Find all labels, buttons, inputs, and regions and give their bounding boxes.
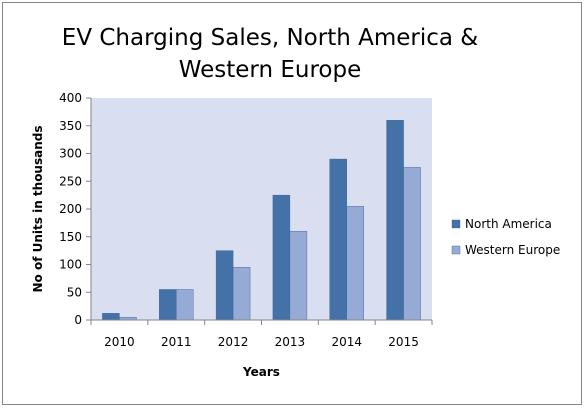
bar-western-europe-2015 <box>403 167 421 321</box>
legend-swatch <box>451 245 461 255</box>
y-tick-label: 50 <box>67 285 82 299</box>
y-tick-label: 0 <box>74 313 82 327</box>
bar-north-america-2013 <box>272 194 291 321</box>
y-tick-label: 300 <box>59 147 82 161</box>
y-tick-label: 100 <box>59 258 82 272</box>
bar-north-america-2012 <box>215 250 234 321</box>
y-tick-label: 250 <box>59 174 82 188</box>
bar-western-europe-2012 <box>232 267 251 321</box>
y-tick-label: 200 <box>59 202 82 216</box>
x-tick-label: 2013 <box>275 335 306 349</box>
x-axis-title: Years <box>242 365 280 379</box>
bar-western-europe-2011 <box>176 289 194 321</box>
x-tick-label: 2015 <box>388 335 419 349</box>
y-tick-label: 400 <box>59 91 82 105</box>
bar-north-america-2014 <box>329 158 347 321</box>
x-tick-label: 2011 <box>161 335 192 349</box>
y-tick-label: 350 <box>59 119 82 133</box>
x-tick-label: 2010 <box>104 335 135 349</box>
legend: North America Western Europe <box>451 217 560 257</box>
bar-north-america-2010 <box>102 313 120 321</box>
plot-area <box>91 98 432 320</box>
legend-label: Western Europe <box>465 243 560 257</box>
legend-label: North America <box>465 217 552 231</box>
x-tick-label: 2014 <box>331 335 362 349</box>
legend-swatch <box>451 219 461 229</box>
bar-western-europe-2013 <box>289 230 308 321</box>
bar-western-europe-2014 <box>346 206 364 321</box>
chart-title: EV Charging Sales, North America & Weste… <box>61 25 479 83</box>
x-tick-label: 2012 <box>218 335 249 349</box>
y-tick-label: 150 <box>59 230 82 244</box>
y-axis-title: No of Units in thousands <box>31 126 45 293</box>
bar-north-america-2015 <box>386 119 404 321</box>
bar-north-america-2011 <box>159 289 177 321</box>
